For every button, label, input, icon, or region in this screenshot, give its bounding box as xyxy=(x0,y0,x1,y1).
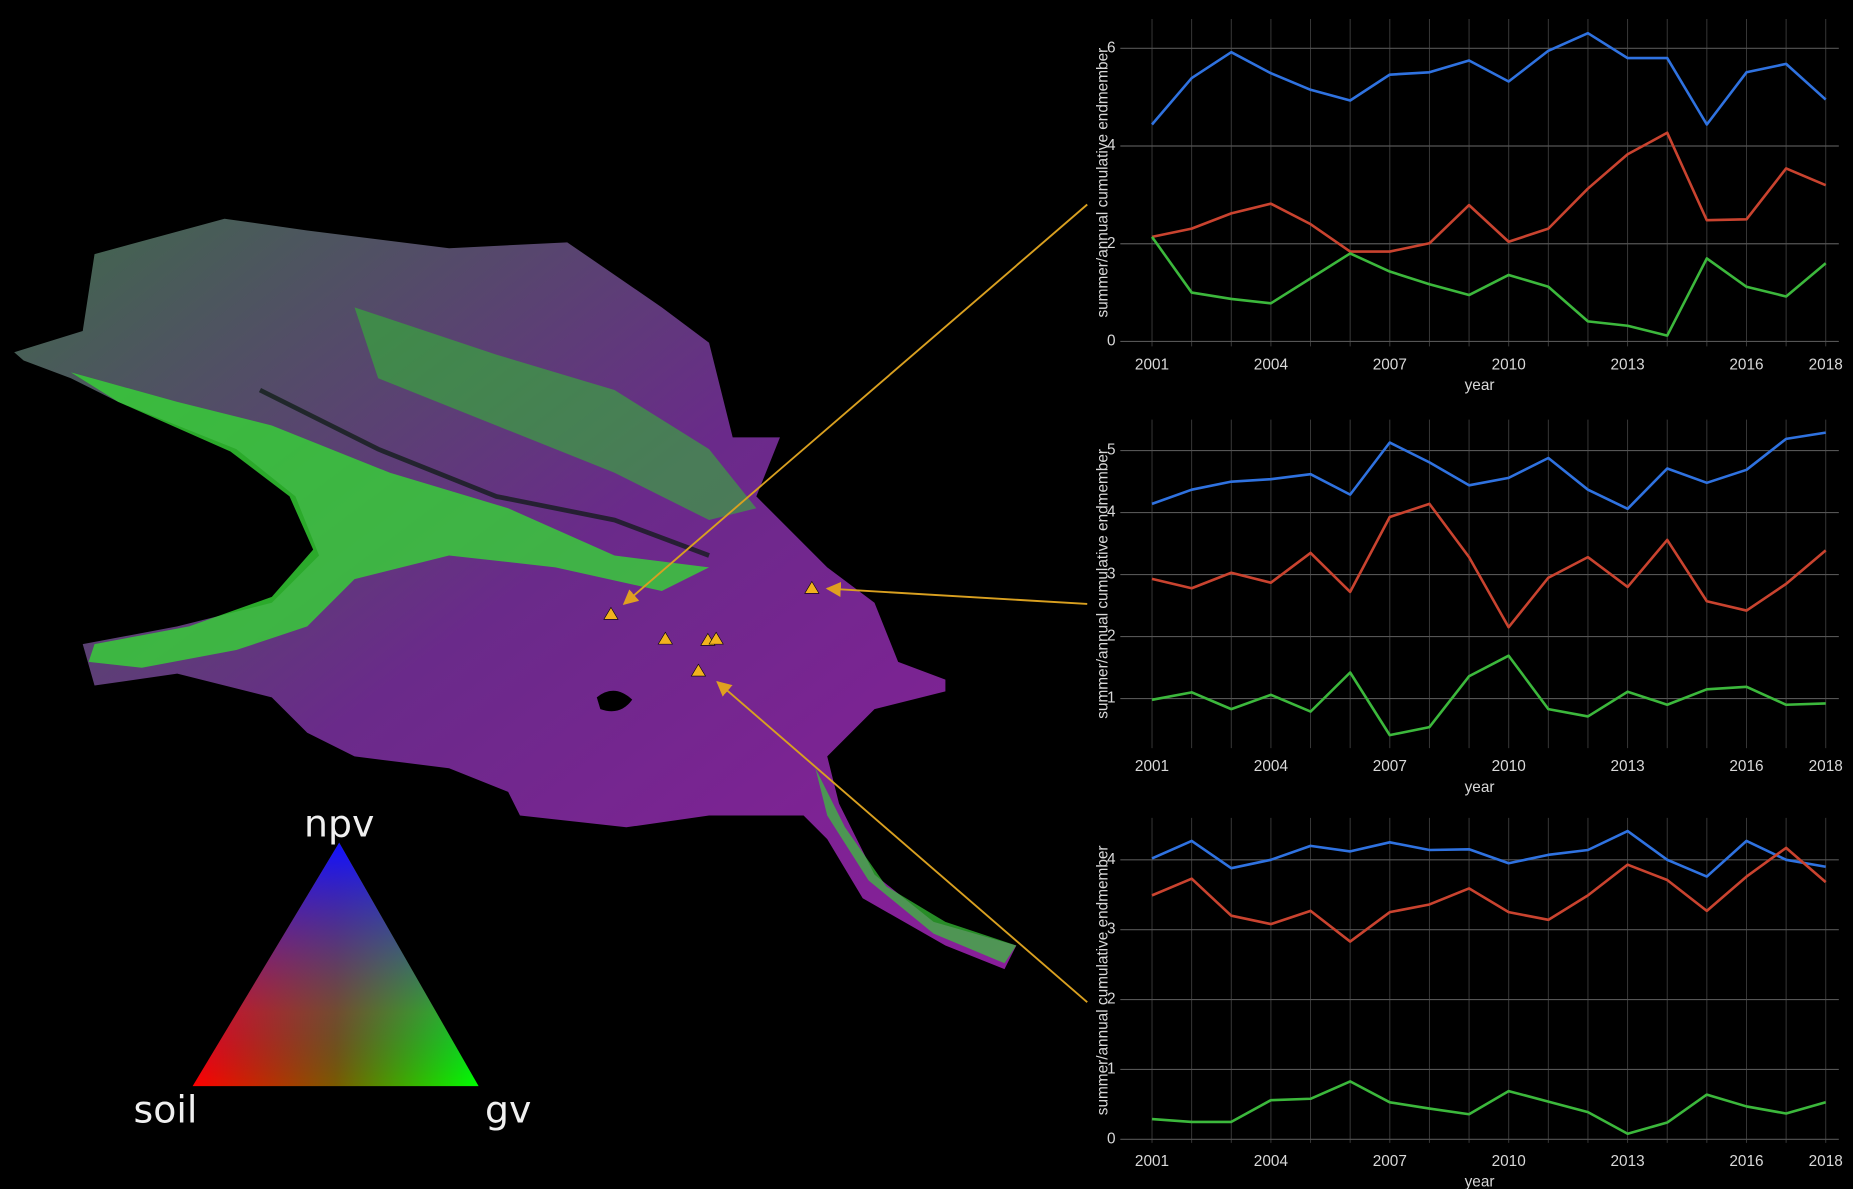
y-axis-title: summer/annual cumulative endmember xyxy=(1094,845,1111,1115)
series-line xyxy=(1152,656,1826,735)
x-tick-label: 2018 xyxy=(1809,758,1843,775)
x-tick-label: 2007 xyxy=(1373,758,1407,775)
x-tick-label: 2001 xyxy=(1135,1153,1169,1170)
page: {"chart_data": [ {"type": "line", "x_lab… xyxy=(0,0,1853,1189)
x-tick-label: 2013 xyxy=(1610,1153,1644,1170)
map xyxy=(14,205,1087,1003)
x-tick-label: 2004 xyxy=(1254,758,1289,775)
series-line xyxy=(1152,433,1826,509)
x-tick-label: 2007 xyxy=(1373,1153,1407,1170)
ternary-label: gv xyxy=(485,1088,531,1132)
ternary-legend: npv soil gv xyxy=(134,802,532,1132)
x-tick-label: 2013 xyxy=(1610,758,1644,775)
series-line xyxy=(1152,133,1826,252)
x-tick-label: 2001 xyxy=(1135,758,1169,775)
x-axis-title: year xyxy=(1465,779,1495,796)
series-line xyxy=(1152,237,1826,336)
x-tick-label: 2018 xyxy=(1809,1153,1843,1170)
series-line xyxy=(1152,33,1826,124)
x-tick-label: 2016 xyxy=(1729,758,1763,775)
y-axis-title: summer/annual cumulative endmember xyxy=(1094,48,1111,318)
x-tick-label: 2010 xyxy=(1492,356,1526,373)
map-region xyxy=(14,219,1016,969)
figure: npv soil gv 0246200120042007201020132016… xyxy=(0,0,1853,1189)
y-tick-label: 0 xyxy=(1107,333,1116,350)
x-tick-label: 2016 xyxy=(1729,1153,1763,1170)
x-tick-label: 2010 xyxy=(1492,1153,1526,1170)
series-line xyxy=(1152,831,1826,876)
x-tick-label: 2010 xyxy=(1492,758,1526,775)
ternary-label: npv xyxy=(304,802,374,846)
series-line xyxy=(1152,504,1826,627)
y-tick-label: 0 xyxy=(1107,1130,1116,1147)
link-arrow xyxy=(717,682,1087,1002)
y-axis-title: summer/annual cumulative endmember xyxy=(1094,449,1111,719)
x-tick-label: 2007 xyxy=(1373,356,1407,373)
ternary-label: soil xyxy=(134,1088,198,1132)
x-tick-label: 2018 xyxy=(1809,356,1843,373)
x-tick-label: 2004 xyxy=(1254,1153,1289,1170)
x-tick-label: 2004 xyxy=(1254,356,1289,373)
x-axis-title: year xyxy=(1465,1174,1495,1189)
x-tick-label: 2016 xyxy=(1729,356,1763,373)
series-line xyxy=(1152,1081,1826,1133)
x-tick-label: 2001 xyxy=(1135,356,1169,373)
ternary-triangle-overlay xyxy=(193,843,479,1086)
x-axis-title: year xyxy=(1465,377,1495,394)
x-tick-label: 2013 xyxy=(1610,356,1644,373)
